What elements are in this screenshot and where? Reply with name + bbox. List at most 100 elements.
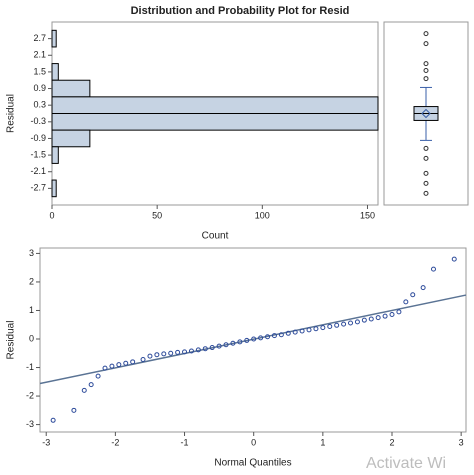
point [116, 362, 122, 368]
x-axis-label: Normal Quantiles [214, 458, 291, 469]
point [140, 357, 146, 363]
y-tick-label: -2.7 [30, 183, 46, 193]
y-tick-label: -0.9 [30, 133, 46, 143]
y-tick-label: 3 [29, 248, 34, 258]
point [375, 315, 381, 321]
point [403, 299, 409, 305]
plot-frame [39, 247, 467, 433]
point [71, 407, 77, 413]
point [147, 353, 153, 359]
outlier [423, 76, 429, 82]
outlier [423, 41, 429, 47]
point [430, 266, 436, 272]
point [389, 311, 395, 317]
point [348, 320, 354, 326]
point [410, 292, 416, 298]
outlier [423, 190, 429, 196]
bar [51, 79, 91, 98]
point [299, 328, 305, 334]
y-tick-label: 2.1 [33, 50, 46, 60]
point [368, 316, 374, 322]
point [313, 326, 319, 332]
point [237, 339, 243, 345]
point [188, 348, 194, 354]
point [209, 345, 215, 351]
y-axis-label: Residual [6, 321, 17, 360]
point [278, 332, 284, 338]
point [202, 346, 208, 352]
x-axis-label: Count [202, 231, 229, 242]
point [123, 360, 129, 366]
x-tick-label: -2 [111, 437, 119, 447]
y-tick-label: -0.3 [30, 116, 46, 126]
y-tick-label: -1 [26, 362, 34, 372]
point [271, 333, 277, 339]
mean-marker [421, 108, 431, 119]
x-tick-label: 50 [152, 210, 162, 220]
y-tick-label: -2.1 [30, 166, 46, 176]
x-tick-label: 150 [360, 210, 375, 220]
point [306, 327, 312, 333]
reference-line [39, 294, 467, 385]
point [396, 309, 402, 315]
point [451, 256, 457, 262]
point [382, 313, 388, 319]
outlier [423, 31, 429, 37]
y-tick-label: 1.5 [33, 66, 46, 76]
y-axis-label: Residual [6, 94, 17, 133]
point [230, 340, 236, 346]
outlier [423, 145, 429, 151]
point [168, 350, 174, 356]
y-tick-label: -2 [26, 390, 34, 400]
y-tick-label: -1.5 [30, 149, 46, 159]
point [251, 336, 257, 342]
point [154, 352, 160, 358]
x-tick-label: 0 [49, 210, 54, 220]
y-tick-label: 0 [29, 333, 34, 343]
point [327, 323, 333, 329]
y-tick-label: 2 [29, 276, 34, 286]
point [161, 351, 167, 357]
point [195, 347, 201, 353]
y-tick-label: 0.9 [33, 83, 46, 93]
y-tick-label: 1 [29, 305, 34, 315]
point [223, 342, 229, 348]
point [361, 317, 367, 323]
point [320, 325, 326, 331]
point [88, 382, 94, 388]
point [175, 349, 181, 355]
bar [51, 96, 379, 115]
bar [51, 129, 91, 148]
outlier [423, 155, 429, 161]
outlier [423, 61, 429, 67]
point [216, 343, 222, 349]
point [265, 334, 271, 340]
point [102, 365, 108, 371]
bar [51, 179, 57, 198]
outlier [423, 68, 429, 74]
point [95, 373, 101, 379]
outlier [423, 180, 429, 186]
x-tick-label: 3 [459, 437, 464, 447]
point [182, 349, 188, 355]
point [258, 335, 264, 341]
point [81, 387, 87, 393]
watermark: Activate Wi [366, 455, 446, 472]
bar [51, 29, 57, 48]
plot-frame [383, 21, 469, 206]
y-tick-label: 2.7 [33, 33, 46, 43]
outlier [423, 170, 429, 176]
chart-title: Distribution and Probability Plot for Re… [131, 5, 350, 17]
point [420, 285, 426, 291]
point [244, 337, 250, 343]
point [130, 359, 136, 365]
x-tick-label: 1 [320, 437, 325, 447]
x-tick-label: -3 [42, 437, 50, 447]
bar [51, 63, 59, 81]
point [341, 321, 347, 327]
x-tick-label: 0 [251, 437, 256, 447]
point [109, 363, 115, 369]
x-tick-label: -1 [181, 437, 189, 447]
x-tick-label: 2 [389, 437, 394, 447]
